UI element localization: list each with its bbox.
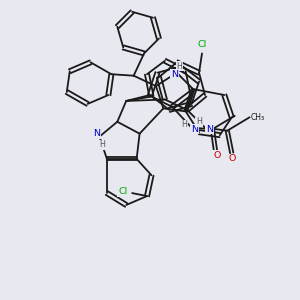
Text: N: N xyxy=(94,129,100,138)
Text: O: O xyxy=(213,151,220,160)
Text: O: O xyxy=(229,154,236,164)
Text: Cl: Cl xyxy=(198,40,207,49)
Text: H: H xyxy=(176,62,182,71)
Text: N: N xyxy=(206,125,213,134)
Text: N: N xyxy=(191,125,198,134)
Text: CH₃: CH₃ xyxy=(251,113,265,122)
Text: H: H xyxy=(196,117,202,126)
Text: H: H xyxy=(181,120,187,129)
Text: Cl: Cl xyxy=(118,187,127,196)
Text: H: H xyxy=(100,140,105,149)
Text: N: N xyxy=(171,70,178,79)
